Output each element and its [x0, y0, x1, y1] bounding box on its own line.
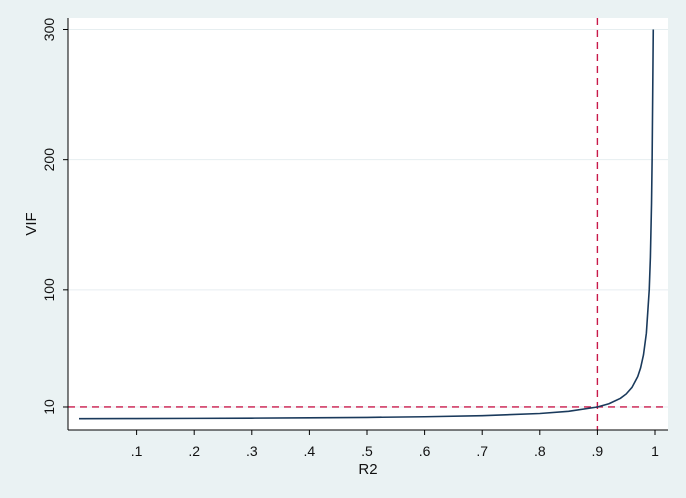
x-tick-label: .7: [476, 443, 488, 459]
vif-curve: [78, 29, 655, 420]
x-tick-label: .3: [246, 443, 258, 459]
x-tick-label: .2: [188, 443, 200, 459]
x-axis-title: R2: [358, 461, 377, 478]
x-axis-ticks: .1 .2 .3 .4 .5 .6 .7 .8 .9 1: [131, 430, 659, 459]
x-tick-label: .5: [361, 443, 373, 459]
x-tick-label: 1: [651, 443, 659, 459]
y-axis-ticks: 10 100 200 300: [41, 18, 68, 415]
x-tick-label: .4: [304, 443, 316, 459]
y-tick-label: 300: [41, 18, 57, 42]
reference-lines: [68, 18, 668, 430]
plot-area: [68, 18, 668, 430]
y-axis-title: VIF: [23, 212, 40, 235]
x-tick-label: .6: [419, 443, 431, 459]
y-tick-label: 10: [41, 399, 57, 415]
x-tick-label: .8: [534, 443, 546, 459]
x-tick-label: .1: [131, 443, 143, 459]
y-tick-label: 200: [41, 148, 57, 172]
x-tick-label: .9: [592, 443, 604, 459]
y-tick-label: 100: [41, 278, 57, 302]
